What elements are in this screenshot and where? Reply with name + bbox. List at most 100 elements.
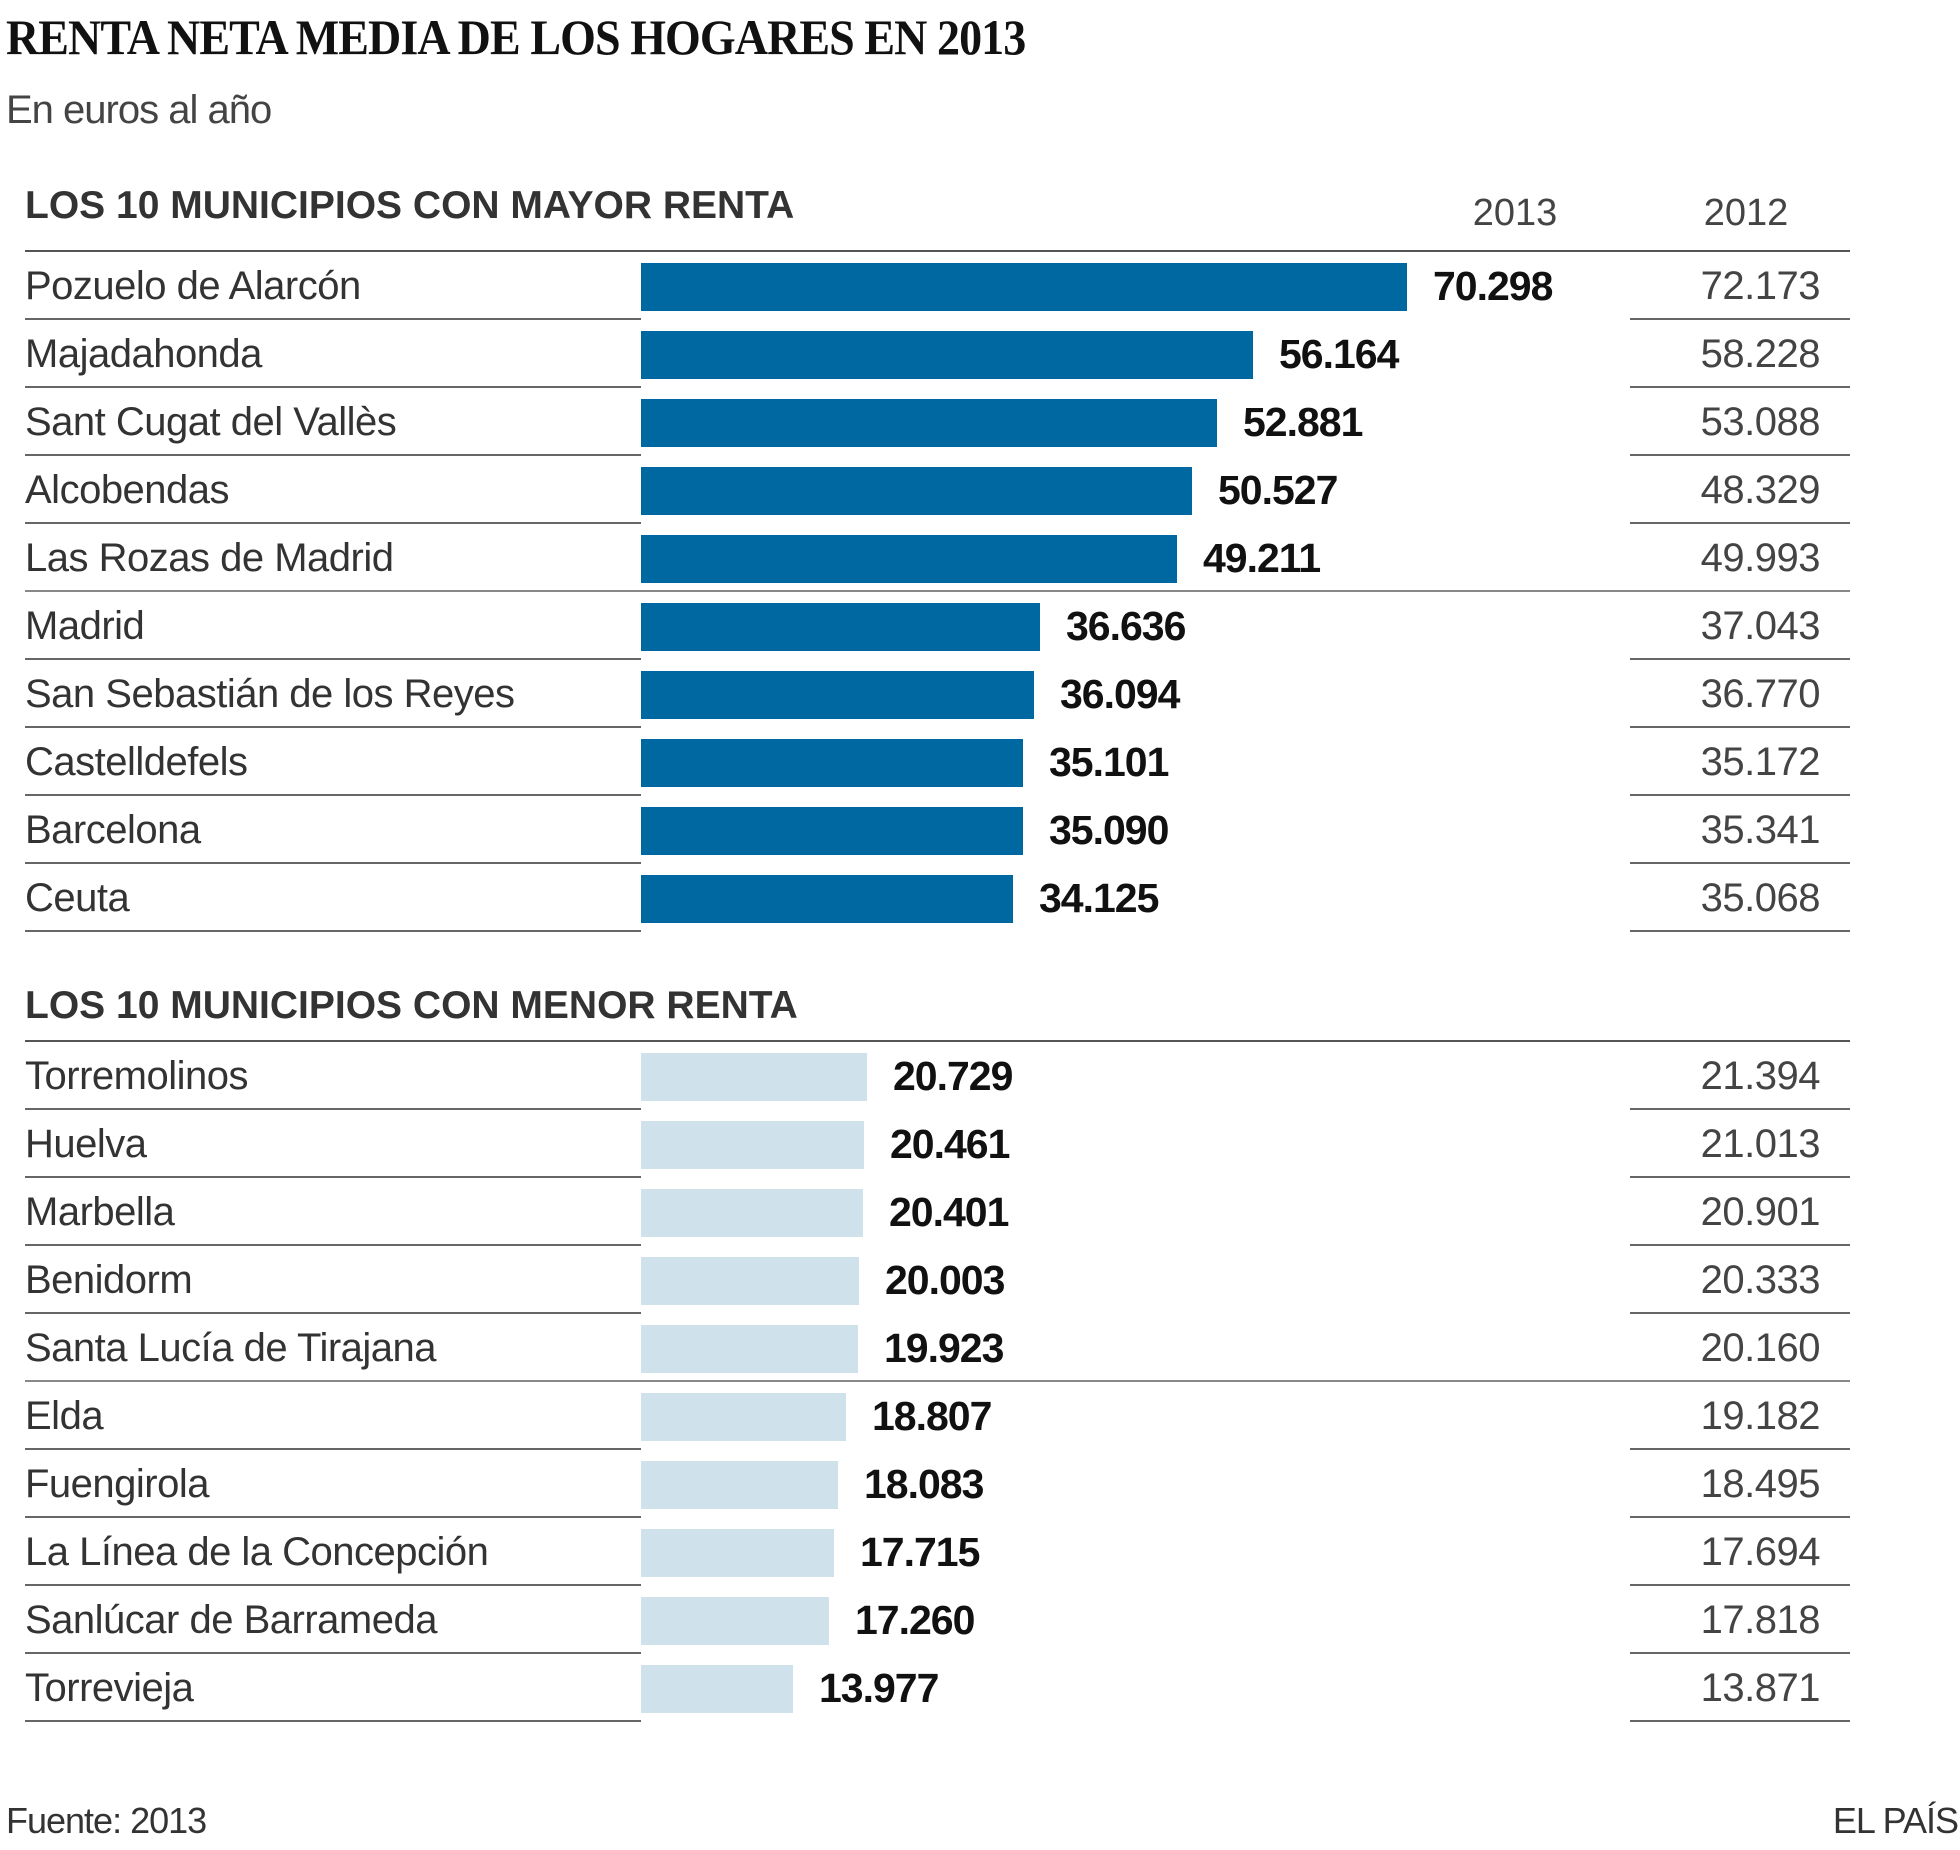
municipality-name: Santa Lucía de Tirajana xyxy=(25,1326,437,1370)
value-label-2013: 18.083 xyxy=(864,1461,984,1507)
value-label-2013: 70.298 xyxy=(1433,263,1553,309)
bar-2013 xyxy=(641,807,1023,855)
value-2012: 49.993 xyxy=(1700,536,1821,580)
row-divider-2012 xyxy=(1630,862,1850,864)
municipality-name: Castelldefels xyxy=(25,740,248,784)
municipality-name: Ceuta xyxy=(25,876,130,920)
value-2012: 72.173 xyxy=(1700,264,1821,308)
municipality-name: Alcobendas xyxy=(25,468,230,512)
value-label-2013: 36.636 xyxy=(1066,603,1186,649)
row-divider xyxy=(25,590,1850,592)
municipality-name: Elda xyxy=(25,1394,104,1438)
bar-2013 xyxy=(641,467,1192,515)
row-divider-2012 xyxy=(1630,1652,1850,1654)
municipality-name: Benidorm xyxy=(25,1258,193,1302)
value-2012: 37.043 xyxy=(1700,604,1821,648)
bar-2013 xyxy=(641,1461,838,1509)
row-divider-2012 xyxy=(1630,1516,1850,1518)
municipality-name: Huelva xyxy=(25,1122,147,1166)
section-title-bottom: LOS 10 MUNICIPIOS CON MENOR RENTA xyxy=(25,984,798,1027)
bar-2013 xyxy=(641,331,1253,379)
row-divider-name xyxy=(25,1108,641,1110)
bar-2013 xyxy=(641,1393,846,1441)
value-label-2013: 13.977 xyxy=(819,1665,939,1711)
value-2012: 53.088 xyxy=(1700,400,1821,444)
row-divider-2012 xyxy=(1630,1720,1850,1722)
bottom-section-rule xyxy=(25,1040,1850,1042)
row-divider-name xyxy=(25,386,641,388)
row-divider-name xyxy=(25,1176,641,1178)
row-divider-2012 xyxy=(1630,726,1850,728)
bar-2013 xyxy=(641,1529,834,1577)
value-label-2013: 49.211 xyxy=(1203,535,1321,581)
row-divider-2012 xyxy=(1630,1108,1850,1110)
value-label-2013: 17.260 xyxy=(855,1597,975,1643)
bar-2013 xyxy=(641,1189,863,1237)
value-label-2013: 52.881 xyxy=(1243,399,1363,445)
value-label-2013: 19.923 xyxy=(884,1325,1004,1371)
municipality-name: Torrevieja xyxy=(25,1666,194,1710)
value-2012: 35.172 xyxy=(1700,740,1821,784)
row-divider-2012 xyxy=(1630,1244,1850,1246)
municipality-name: Barcelona xyxy=(25,808,201,852)
column-header-2013: 2013 xyxy=(1472,192,1558,234)
section-title-top: LOS 10 MUNICIPIOS CON MAYOR RENTA xyxy=(25,184,795,227)
row-divider-name xyxy=(25,1448,641,1450)
municipality-name: Marbella xyxy=(25,1190,175,1234)
value-2012: 18.495 xyxy=(1700,1462,1821,1506)
value-2012: 20.333 xyxy=(1700,1258,1821,1302)
row-divider-name xyxy=(25,1720,641,1722)
value-2012: 35.341 xyxy=(1700,808,1821,852)
bar-2013 xyxy=(641,1597,829,1645)
value-2012: 20.160 xyxy=(1700,1326,1821,1370)
value-label-2013: 50.527 xyxy=(1218,467,1338,513)
value-label-2013: 36.094 xyxy=(1060,671,1180,717)
value-label-2013: 35.090 xyxy=(1049,807,1169,853)
value-2012: 58.228 xyxy=(1700,332,1821,376)
bar-2013 xyxy=(641,263,1407,311)
bar-2013 xyxy=(641,671,1034,719)
row-divider-name xyxy=(25,454,641,456)
row-divider-2012 xyxy=(1630,1584,1850,1586)
row-divider xyxy=(25,1380,1850,1382)
value-label-2013: 20.461 xyxy=(890,1121,1010,1167)
row-divider-2012 xyxy=(1630,1312,1850,1314)
chart-title: RENTA NETA MEDIA DE LOS HOGARES EN 2013 xyxy=(6,9,1026,65)
value-2012: 36.770 xyxy=(1700,672,1821,716)
row-divider-name xyxy=(25,794,641,796)
chart-subtitle: En euros al año xyxy=(6,88,272,132)
municipality-name: Majadahonda xyxy=(25,332,262,376)
row-divider-name xyxy=(25,318,641,320)
municipality-name: Las Rozas de Madrid xyxy=(25,536,394,580)
row-divider-2012 xyxy=(1630,1176,1850,1178)
value-label-2013: 17.715 xyxy=(860,1529,980,1575)
municipality-name: Sant Cugat del Vallès xyxy=(25,400,397,444)
brand-logo: EL PAÍS xyxy=(1832,1800,1959,1841)
row-divider-2012 xyxy=(1630,522,1850,524)
bar-2013 xyxy=(641,739,1023,787)
row-divider-2012 xyxy=(1630,794,1850,796)
row-divider-name xyxy=(25,1584,641,1586)
bar-2013 xyxy=(641,1665,793,1713)
value-label-2013: 20.401 xyxy=(889,1189,1009,1235)
municipality-name: Fuengirola xyxy=(25,1462,210,1506)
value-2012: 19.182 xyxy=(1700,1394,1821,1438)
municipality-name: San Sebastián de los Reyes xyxy=(25,672,515,716)
municipality-name: Pozuelo de Alarcón xyxy=(25,264,361,308)
value-label-2013: 20.729 xyxy=(893,1053,1013,1099)
municipality-name: Madrid xyxy=(25,604,145,648)
value-2012: 35.068 xyxy=(1700,876,1821,920)
bar-2013 xyxy=(641,1053,867,1101)
row-divider-name xyxy=(25,726,641,728)
value-2012: 20.901 xyxy=(1700,1190,1821,1234)
column-header-2012: 2012 xyxy=(1703,192,1789,234)
value-2012: 48.329 xyxy=(1700,468,1821,512)
bar-2013 xyxy=(641,1325,858,1373)
row-divider-2012 xyxy=(1630,318,1850,320)
value-label-2013: 18.807 xyxy=(872,1393,992,1439)
value-2012: 17.818 xyxy=(1700,1598,1821,1642)
source-note: Fuente: 2013 xyxy=(6,1800,207,1841)
row-divider-name xyxy=(25,1244,641,1246)
value-label-2013: 35.101 xyxy=(1049,739,1169,785)
value-2012: 21.394 xyxy=(1700,1054,1821,1098)
